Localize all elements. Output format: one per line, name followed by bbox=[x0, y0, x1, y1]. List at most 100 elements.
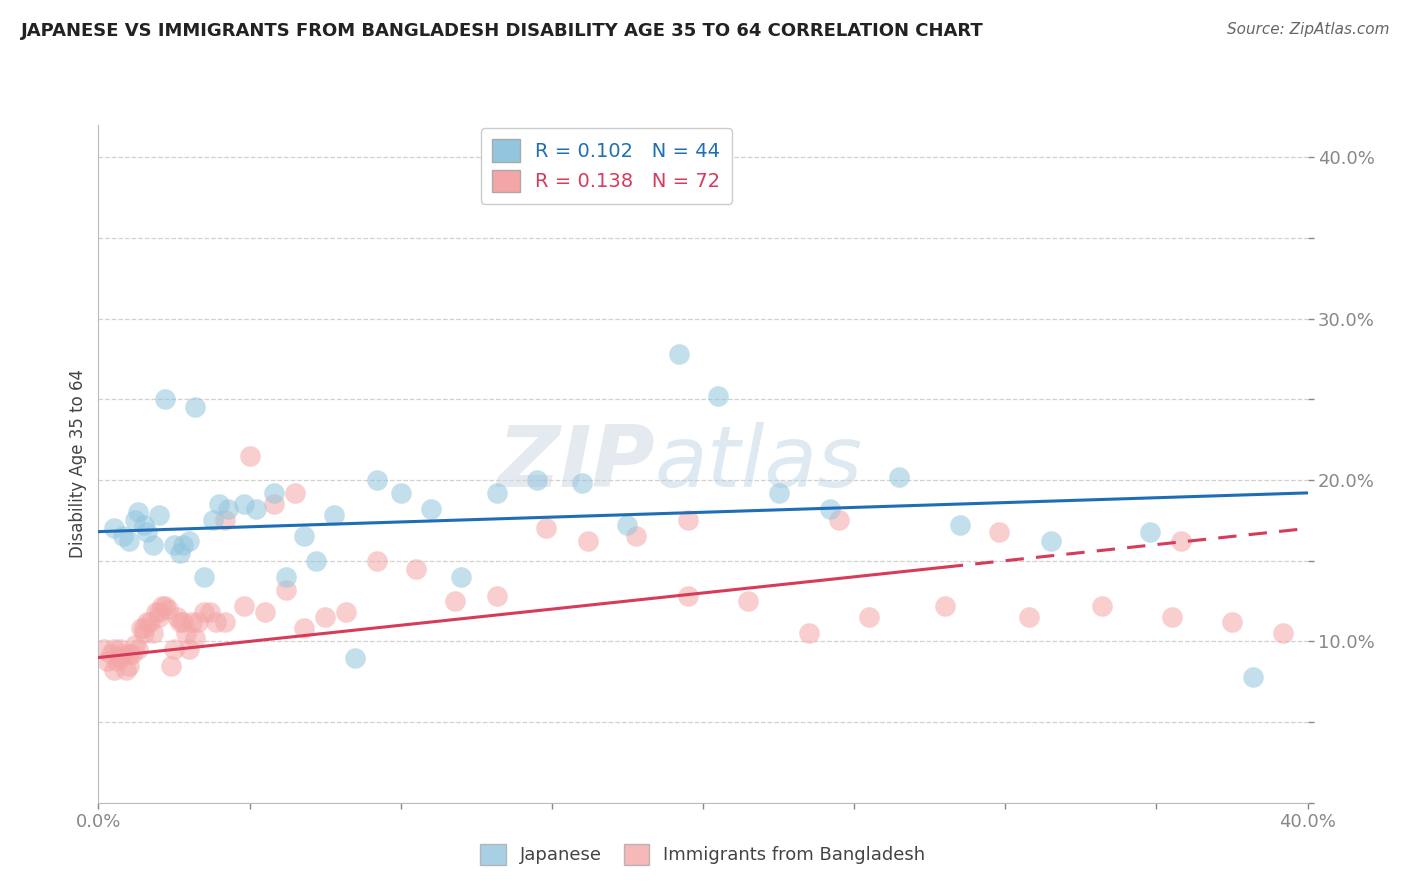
Point bbox=[108, 650, 131, 665]
Point bbox=[366, 554, 388, 568]
Point bbox=[200, 605, 222, 619]
Point bbox=[108, 642, 131, 657]
Point bbox=[253, 605, 276, 619]
Point bbox=[208, 497, 231, 511]
Point bbox=[103, 642, 125, 657]
Point bbox=[1039, 534, 1062, 549]
Point bbox=[389, 486, 412, 500]
Point bbox=[184, 631, 207, 645]
Point bbox=[124, 513, 146, 527]
Point bbox=[124, 638, 146, 652]
Point bbox=[274, 582, 297, 597]
Point bbox=[263, 486, 285, 500]
Text: ZIP: ZIP bbox=[496, 422, 655, 506]
Point bbox=[988, 524, 1011, 539]
Point bbox=[217, 502, 239, 516]
Point bbox=[148, 508, 170, 523]
Point bbox=[450, 570, 472, 584]
Point bbox=[111, 529, 134, 543]
Point bbox=[1139, 524, 1161, 539]
Point bbox=[105, 654, 128, 668]
Point bbox=[419, 502, 441, 516]
Point bbox=[148, 610, 170, 624]
Point bbox=[571, 476, 593, 491]
Point bbox=[153, 599, 176, 613]
Point bbox=[160, 658, 183, 673]
Point bbox=[314, 610, 336, 624]
Point bbox=[132, 622, 155, 636]
Text: Source: ZipAtlas.com: Source: ZipAtlas.com bbox=[1226, 22, 1389, 37]
Text: JAPANESE VS IMMIGRANTS FROM BANGLADESH DISABILITY AGE 35 TO 64 CORRELATION CHART: JAPANESE VS IMMIGRANTS FROM BANGLADESH D… bbox=[21, 22, 984, 40]
Point bbox=[111, 648, 134, 662]
Point bbox=[118, 534, 141, 549]
Point bbox=[193, 605, 215, 619]
Point bbox=[96, 654, 118, 668]
Point bbox=[828, 513, 851, 527]
Point bbox=[305, 554, 328, 568]
Point bbox=[193, 570, 215, 584]
Y-axis label: Disability Age 35 to 64: Disability Age 35 to 64 bbox=[69, 369, 87, 558]
Point bbox=[205, 615, 228, 629]
Point bbox=[486, 486, 509, 500]
Point bbox=[132, 626, 155, 640]
Point bbox=[169, 615, 191, 629]
Point bbox=[135, 524, 157, 539]
Point bbox=[174, 626, 197, 640]
Point bbox=[444, 594, 467, 608]
Point bbox=[344, 650, 367, 665]
Point bbox=[768, 486, 790, 500]
Point bbox=[214, 615, 236, 629]
Point bbox=[274, 570, 297, 584]
Point bbox=[292, 529, 315, 543]
Point bbox=[118, 648, 141, 662]
Point bbox=[118, 658, 141, 673]
Point bbox=[172, 537, 194, 551]
Point bbox=[534, 521, 557, 535]
Point bbox=[93, 642, 115, 657]
Point bbox=[132, 518, 155, 533]
Point bbox=[526, 473, 548, 487]
Point bbox=[239, 449, 262, 463]
Point bbox=[139, 615, 162, 629]
Point bbox=[949, 518, 972, 533]
Point bbox=[263, 497, 285, 511]
Point bbox=[169, 546, 191, 560]
Point bbox=[1091, 599, 1114, 613]
Point bbox=[486, 589, 509, 603]
Point bbox=[335, 605, 357, 619]
Point bbox=[676, 513, 699, 527]
Point bbox=[156, 602, 179, 616]
Point bbox=[405, 562, 427, 576]
Point bbox=[127, 505, 149, 519]
Point bbox=[1220, 615, 1243, 629]
Point bbox=[707, 389, 730, 403]
Point bbox=[145, 605, 167, 619]
Point bbox=[214, 513, 236, 527]
Point bbox=[232, 497, 254, 511]
Point bbox=[1241, 670, 1264, 684]
Point bbox=[127, 642, 149, 657]
Point bbox=[187, 615, 209, 629]
Point bbox=[163, 642, 186, 657]
Point bbox=[148, 605, 170, 619]
Point bbox=[163, 537, 186, 551]
Point bbox=[202, 513, 225, 527]
Point bbox=[668, 347, 690, 361]
Point bbox=[142, 537, 165, 551]
Point bbox=[129, 622, 152, 636]
Point bbox=[284, 486, 307, 500]
Point bbox=[184, 401, 207, 415]
Point bbox=[153, 392, 176, 407]
Point bbox=[166, 610, 188, 624]
Point bbox=[1170, 534, 1192, 549]
Point bbox=[676, 589, 699, 603]
Point bbox=[818, 502, 841, 516]
Point bbox=[323, 508, 346, 523]
Point bbox=[292, 622, 315, 636]
Point bbox=[797, 626, 820, 640]
Legend: Japanese, Immigrants from Bangladesh: Japanese, Immigrants from Bangladesh bbox=[474, 837, 932, 871]
Point bbox=[121, 648, 143, 662]
Point bbox=[626, 529, 648, 543]
Point bbox=[232, 599, 254, 613]
Point bbox=[103, 521, 125, 535]
